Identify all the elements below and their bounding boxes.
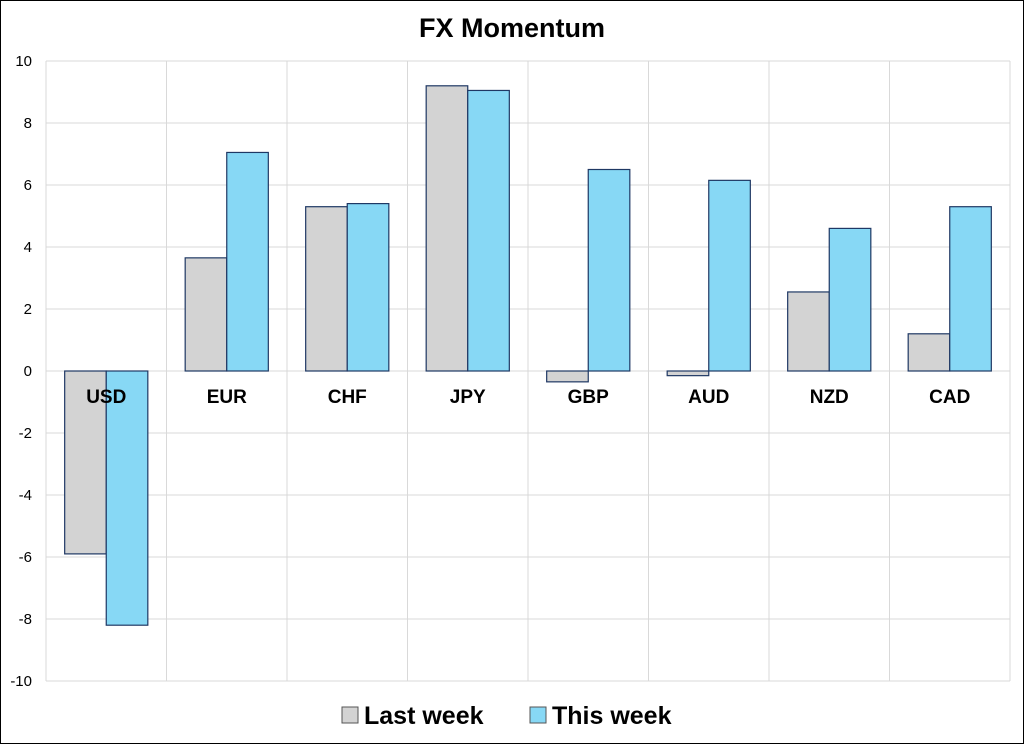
category-label-chf: CHF bbox=[328, 387, 367, 408]
bar-gbp-last-week bbox=[546, 370, 589, 383]
category-label-nzd: NZD bbox=[810, 387, 849, 408]
y-tick-label: 6 bbox=[24, 177, 32, 194]
bar-usd-this-week bbox=[105, 370, 149, 626]
category-label-eur: EUR bbox=[207, 387, 247, 408]
bar-jpy-this-week bbox=[467, 89, 510, 372]
category-label-jpy: JPY bbox=[450, 387, 486, 408]
bar-aud-last-week bbox=[666, 370, 710, 377]
y-axis: 10 8 6 4 2 0 -2 -4 -6 -8 -10 bbox=[10, 53, 32, 690]
category-label-usd: USD bbox=[86, 387, 126, 408]
legend: Last week This week bbox=[341, 702, 672, 730]
bar-aud-this-week bbox=[708, 179, 751, 372]
category-label-aud: AUD bbox=[688, 387, 729, 408]
bar-gbp-this-week bbox=[587, 168, 631, 372]
y-tick-label: 10 bbox=[15, 53, 32, 70]
legend-swatch-last-week bbox=[341, 706, 359, 724]
bars bbox=[64, 85, 992, 626]
chart-title: FX Momentum bbox=[419, 13, 605, 43]
bar-cad-this-week bbox=[949, 206, 992, 372]
y-tick-label: -6 bbox=[19, 549, 32, 566]
bar-eur-this-week bbox=[226, 151, 269, 372]
y-tick-label: 8 bbox=[24, 115, 32, 132]
legend-label-last-week: Last week bbox=[364, 702, 484, 730]
category-label-gbp: GBP bbox=[568, 387, 610, 408]
y-tick-label: 2 bbox=[24, 301, 32, 318]
bar-chf-last-week bbox=[305, 206, 348, 372]
bar-nzd-last-week bbox=[787, 291, 830, 372]
y-tick-label: -8 bbox=[19, 611, 32, 628]
bar-jpy-last-week bbox=[425, 85, 469, 372]
bar-cad-last-week bbox=[907, 333, 951, 372]
bar-usd-last-week bbox=[64, 370, 107, 555]
y-tick-label: -10 bbox=[10, 673, 32, 690]
legend-swatch-this-week bbox=[529, 706, 547, 724]
y-tick-label: 4 bbox=[24, 239, 32, 256]
y-tick-label: 0 bbox=[24, 363, 32, 380]
bar-nzd-this-week bbox=[828, 227, 872, 372]
category-label-cad: CAD bbox=[929, 387, 970, 408]
legend-label-this-week: This week bbox=[552, 702, 672, 730]
y-tick-label: -4 bbox=[19, 487, 32, 504]
category-labels: USD EUR CHF JPY GBP AUD NZD CAD bbox=[86, 387, 970, 408]
y-tick-label: -2 bbox=[19, 425, 32, 442]
bar-chf-this-week bbox=[346, 203, 390, 372]
bar-eur-last-week bbox=[184, 257, 228, 372]
